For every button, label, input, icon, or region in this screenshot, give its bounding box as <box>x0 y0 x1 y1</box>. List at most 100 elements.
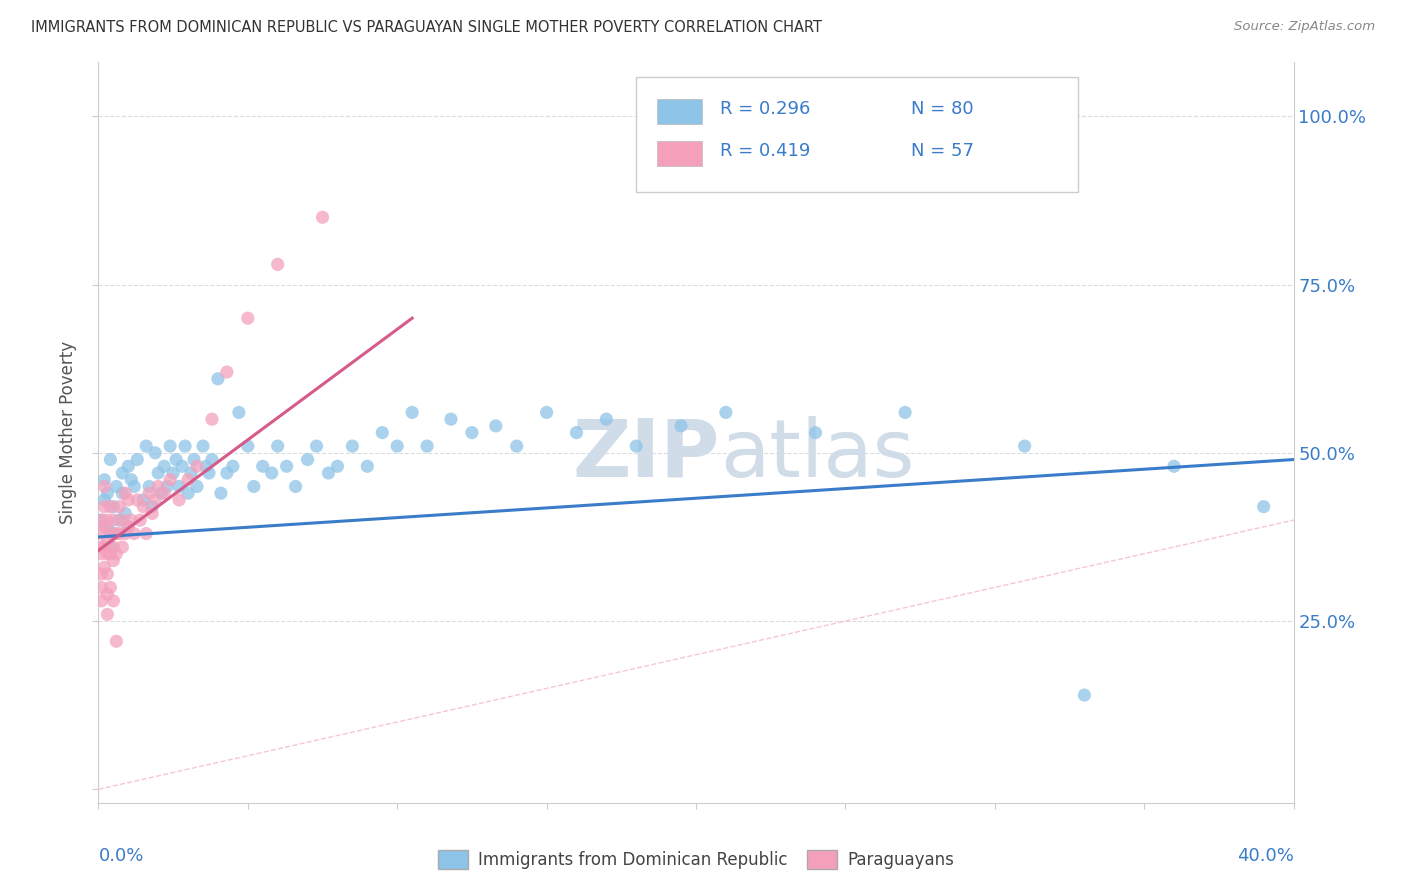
Point <box>93 500 115 514</box>
Point <box>138 479 160 493</box>
Point <box>96 566 118 581</box>
Point <box>98 540 122 554</box>
Point <box>105 479 128 493</box>
Point <box>98 581 122 595</box>
Point <box>114 507 136 521</box>
Point <box>150 486 173 500</box>
Point <box>132 492 155 507</box>
Point <box>894 405 917 419</box>
Point <box>416 439 439 453</box>
Point <box>111 486 134 500</box>
Point <box>153 459 176 474</box>
Point <box>103 513 125 527</box>
Point <box>174 439 197 453</box>
Point <box>103 526 125 541</box>
Point <box>96 607 118 622</box>
Point <box>342 439 364 453</box>
Point <box>536 405 558 419</box>
Point <box>297 452 319 467</box>
Point <box>90 566 112 581</box>
Point <box>108 513 131 527</box>
Point <box>198 466 221 480</box>
Point <box>159 439 181 453</box>
Point <box>326 459 349 474</box>
Point <box>90 594 112 608</box>
Point <box>626 439 648 453</box>
Point <box>167 479 190 493</box>
Point <box>90 513 112 527</box>
Point <box>93 479 115 493</box>
Point <box>156 479 179 493</box>
Point <box>105 526 128 541</box>
Point <box>284 479 307 493</box>
Point <box>804 425 827 440</box>
Point <box>117 459 139 474</box>
Point <box>98 500 122 514</box>
Point <box>215 466 238 480</box>
Point <box>93 540 115 554</box>
Point <box>129 513 152 527</box>
Point <box>98 452 122 467</box>
Point <box>276 459 298 474</box>
Point <box>595 412 617 426</box>
Point <box>186 459 208 474</box>
Text: 40.0%: 40.0% <box>1237 847 1294 865</box>
Point <box>117 520 139 534</box>
Text: IMMIGRANTS FROM DOMINICAN REPUBLIC VS PARAGUAYAN SINGLE MOTHER POVERTY CORRELATI: IMMIGRANTS FROM DOMINICAN REPUBLIC VS PA… <box>31 20 823 35</box>
Point <box>153 486 176 500</box>
Point <box>371 425 394 440</box>
Point <box>138 486 160 500</box>
Point <box>180 466 202 480</box>
Point <box>148 479 170 493</box>
Point <box>96 513 118 527</box>
Point <box>209 486 232 500</box>
Point <box>90 513 112 527</box>
Point <box>201 412 224 426</box>
Point <box>96 520 118 534</box>
Point <box>117 492 139 507</box>
Point <box>111 513 134 527</box>
Point <box>236 311 259 326</box>
Point <box>117 520 139 534</box>
Point <box>159 473 181 487</box>
Point <box>195 459 218 474</box>
Point <box>1163 459 1185 474</box>
Point <box>135 439 157 453</box>
Point <box>177 486 200 500</box>
Point <box>714 405 737 419</box>
Point <box>103 500 125 514</box>
Point <box>506 439 529 453</box>
FancyBboxPatch shape <box>637 78 1078 192</box>
Text: R = 0.419: R = 0.419 <box>720 143 810 161</box>
Point <box>143 446 166 460</box>
Point <box>183 452 205 467</box>
Point <box>98 526 122 541</box>
Point <box>93 492 115 507</box>
Point <box>105 634 128 648</box>
Point <box>114 526 136 541</box>
Text: N = 80: N = 80 <box>911 100 974 118</box>
Point <box>93 520 115 534</box>
Text: N = 57: N = 57 <box>911 143 974 161</box>
Point <box>96 486 118 500</box>
Point <box>267 439 290 453</box>
Point <box>267 257 290 271</box>
Point <box>165 452 187 467</box>
Point <box>120 513 142 527</box>
Point <box>90 540 112 554</box>
Point <box>1073 688 1095 702</box>
Legend: Immigrants from Dominican Republic, Paraguayans: Immigrants from Dominican Republic, Para… <box>432 843 960 876</box>
Point <box>90 581 112 595</box>
Text: atlas: atlas <box>720 416 914 494</box>
Point <box>305 439 328 453</box>
Point <box>215 365 238 379</box>
Point <box>252 459 274 474</box>
Point <box>167 492 190 507</box>
Point <box>401 405 423 419</box>
Point <box>108 500 131 514</box>
Text: R = 0.296: R = 0.296 <box>720 100 810 118</box>
Text: ZIP: ZIP <box>572 416 720 494</box>
Point <box>565 425 588 440</box>
Y-axis label: Single Mother Poverty: Single Mother Poverty <box>59 341 77 524</box>
Point <box>132 500 155 514</box>
